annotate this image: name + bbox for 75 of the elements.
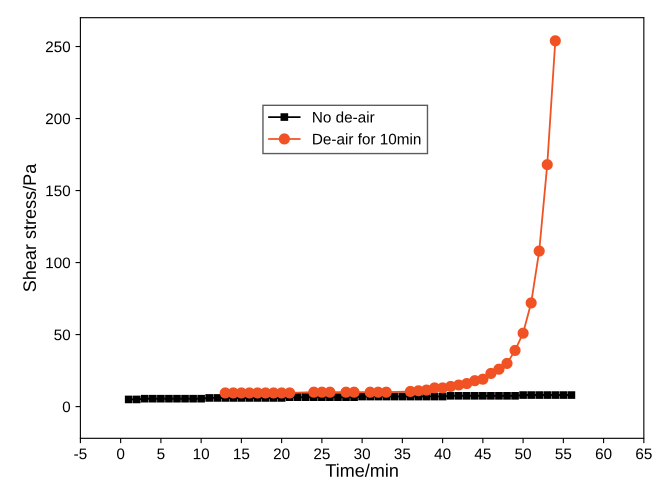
point (518, 328, 529, 339)
point (560, 391, 568, 399)
point (534, 245, 545, 257)
point (213, 394, 222, 402)
point (470, 392, 479, 400)
point (501, 358, 513, 369)
point (205, 394, 214, 402)
point (543, 391, 552, 399)
point (358, 392, 366, 400)
point (485, 368, 496, 380)
point (165, 394, 173, 402)
x-tick-label: 5 (157, 448, 164, 460)
x-tick-label: 20 (274, 448, 290, 460)
x-tick-label: 30 (354, 448, 370, 460)
point (535, 391, 544, 399)
x-tick-label: 60 (596, 448, 612, 460)
point (487, 392, 495, 400)
x-tick-label: 40 (434, 448, 451, 460)
x-axis-title: Time/min (326, 464, 398, 477)
point (398, 392, 406, 400)
y-tick-label: 0 (62, 401, 70, 412)
point (550, 35, 561, 46)
point (527, 391, 535, 399)
point (477, 374, 488, 385)
legend-label: No de-air (313, 111, 374, 123)
point (334, 393, 342, 402)
point (197, 394, 205, 402)
point (324, 386, 336, 398)
point (390, 392, 398, 400)
point (479, 392, 487, 400)
point (510, 344, 521, 356)
point (511, 392, 519, 400)
point (124, 396, 133, 404)
point (132, 396, 141, 404)
x-tick-label: 55 (555, 448, 572, 460)
point (302, 393, 310, 402)
y-tick-label: 150 (46, 185, 70, 196)
x-tick-label: 0 (116, 448, 124, 460)
point (348, 386, 360, 398)
y-tick-label: 200 (46, 113, 70, 124)
point (140, 394, 149, 402)
y-axis-title: Shear stress/Pa (22, 164, 36, 292)
y-tick-label: 250 (46, 41, 70, 52)
x-tick-label: 15 (234, 448, 250, 460)
point (568, 391, 576, 399)
point (462, 392, 471, 400)
point (503, 392, 511, 400)
point (495, 392, 503, 400)
point (493, 364, 505, 375)
point (157, 394, 165, 402)
legend-label: De-air for 10min (313, 133, 420, 144)
point (380, 386, 392, 398)
point (454, 392, 463, 400)
point (430, 392, 438, 400)
point (526, 297, 537, 308)
point (294, 393, 302, 402)
point (173, 394, 181, 402)
x-tick-label: 65 (636, 448, 652, 460)
x-tick-label: -5 (74, 448, 87, 460)
point (446, 392, 454, 400)
point (149, 394, 157, 402)
y-tick-label: 100 (46, 257, 70, 268)
point (542, 159, 553, 170)
x-tick-label: 25 (314, 448, 330, 460)
point (181, 394, 189, 402)
x-tick-label: 10 (194, 448, 210, 460)
point (438, 392, 446, 400)
y-tick-label: 50 (54, 329, 70, 340)
point (551, 391, 560, 399)
point (284, 387, 296, 398)
point (189, 394, 197, 402)
point (519, 391, 527, 399)
x-tick-label: 45 (474, 448, 491, 460)
x-tick-label: 35 (394, 448, 410, 460)
x-tick-label: 50 (515, 448, 532, 460)
